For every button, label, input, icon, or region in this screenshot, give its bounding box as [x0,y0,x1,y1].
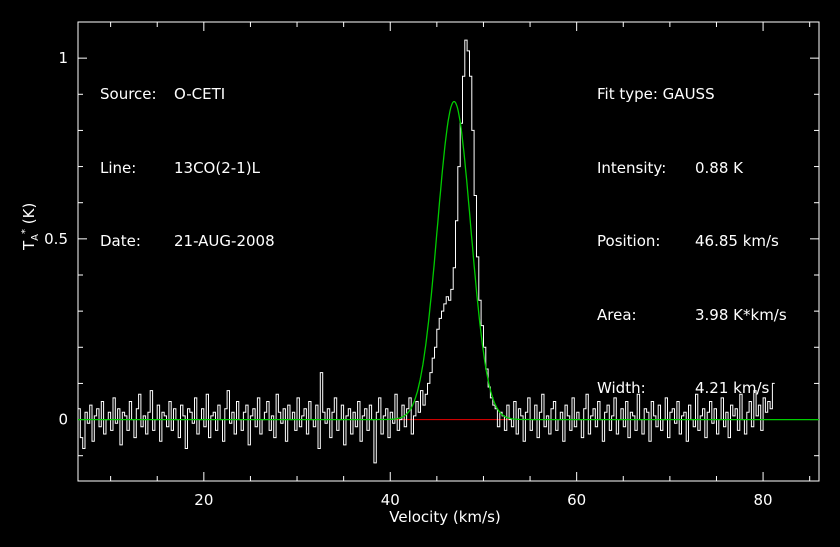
line-row: Line: 13CO(2-1)L [100,156,275,181]
position-row: Position: 46.85 km/s [597,229,787,254]
y-axis-label: TA* (K) [20,203,41,250]
y-label-main: T [20,240,38,250]
line-key: Line: [100,158,137,177]
x-axis-label: Velocity (km/s) [389,508,501,526]
source-key: Source: [100,85,157,103]
area-key: Area: [597,305,637,324]
x-tick-label: 40 [381,491,400,509]
x-tick-label: 80 [754,491,773,509]
fit-info-panel: Fit type: GAUSS Intensity: 0.88 K Positio… [597,33,787,425]
plot-frame [77,21,820,482]
x-tick-label: 20 [194,491,213,509]
position-value: 46.85 km/s [695,232,779,250]
position-key: Position: [597,232,661,250]
intensity-key: Intensity: [597,158,667,177]
intensity-row: Intensity: 0.88 K [597,156,787,181]
axis-ticks [78,22,819,481]
date-value: 21-AUG-2008 [174,232,275,250]
plot-series [78,39,819,464]
axes-frame [77,21,820,482]
y-tick-label: 1 [58,49,68,67]
spectrum-histogram [78,39,775,464]
gaussian-fit-curve [78,100,819,421]
area-row: Area: 3.98 K*km/s [597,303,787,328]
source-row: Source: O-CETI [100,82,275,107]
date-row: Date: 21-AUG-2008 [100,229,275,254]
source-info-panel: Source: O-CETI Line: 13CO(2-1)L Date: 21-AU… [100,33,275,278]
y-tick-label: 0.5 [44,230,68,248]
fit-type-row: Fit type: GAUSS [597,85,715,103]
area-value: 3.98 K*km/s [695,305,787,324]
source-value: O-CETI [174,85,226,103]
intensity-value: 0.88 K [695,158,744,177]
y-label-sup: * [20,228,31,234]
y-label-sub: A [30,233,41,241]
width-row: Width: 4.21 km/s [597,376,787,401]
line-value: 13CO(2-1)L [174,158,260,177]
width-value: 4.21 km/s [695,379,770,397]
date-key: Date: [100,232,141,250]
x-tick-label: 60 [567,491,586,509]
width-key: Width: [597,379,646,397]
tick-labels: 20 40 60 80 0 0.5 1 [44,49,772,509]
y-tick-label: 0 [58,411,68,429]
y-label-unit: (K) [20,202,38,225]
